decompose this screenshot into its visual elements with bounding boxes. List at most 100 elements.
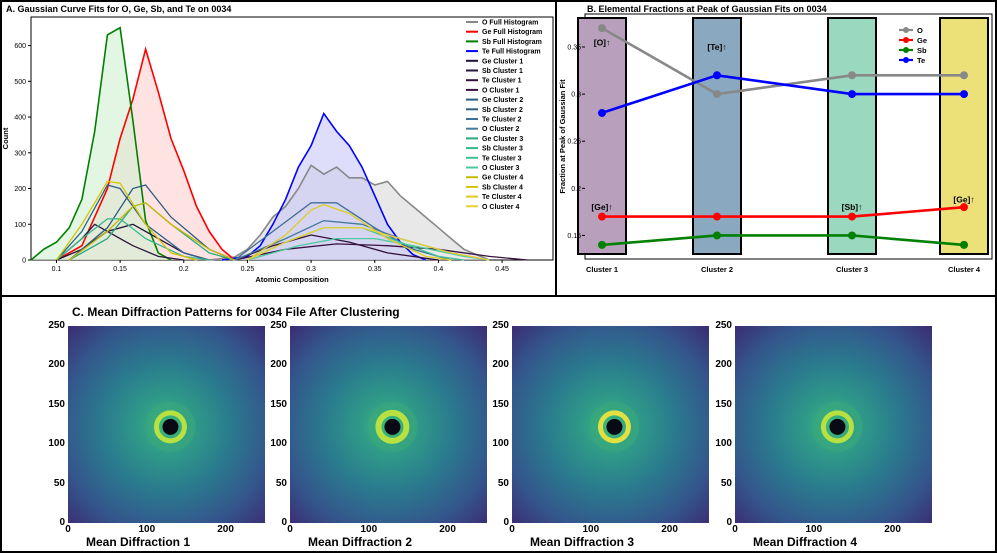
diffraction-y-tick: 50 bbox=[53, 477, 65, 489]
diffraction-x-tick: 0 bbox=[509, 524, 515, 535]
legend-marker-b bbox=[903, 37, 909, 43]
diffraction-image-2 bbox=[290, 326, 487, 523]
x-tick-label-b: Cluster 3 bbox=[836, 265, 868, 274]
legend-label-a: O Cluster 3 bbox=[482, 165, 519, 172]
x-tick-label-a: 0.35 bbox=[368, 266, 382, 273]
annotation-b: [Ge]↑ bbox=[953, 195, 974, 205]
point-Ge-4 bbox=[960, 203, 968, 212]
legend-label-a: Sb Cluster 2 bbox=[482, 107, 523, 114]
series-line-17 bbox=[55, 180, 197, 261]
diffraction-halo bbox=[589, 401, 640, 452]
point-Sb-2 bbox=[713, 231, 721, 240]
point-Te-4 bbox=[960, 90, 968, 99]
point-Te-3 bbox=[848, 90, 856, 99]
point-O-3 bbox=[848, 71, 856, 80]
diffraction-x-tick: 0 bbox=[732, 524, 738, 535]
diffraction-label-1: Mean Diffraction 1 bbox=[86, 535, 191, 549]
diffraction-y-tick: 200 bbox=[715, 359, 732, 371]
panel-c bbox=[0, 295, 997, 553]
x-tick-label-a: 0.2 bbox=[179, 266, 189, 273]
legend-label-a: Sb Cluster 1 bbox=[482, 68, 523, 75]
diffraction-y-tick: 250 bbox=[48, 320, 65, 331]
beam-stop bbox=[162, 418, 179, 435]
diffraction-y-tick: 0 bbox=[503, 517, 509, 528]
x-tick-label-a: 0.4 bbox=[434, 266, 444, 273]
diffraction-y-tick: 100 bbox=[715, 438, 732, 450]
area-fill-2 bbox=[31, 27, 171, 261]
y-tick-label-a: 600 bbox=[14, 43, 26, 50]
diffraction-ring bbox=[597, 410, 631, 444]
diffraction-x-tick: 100 bbox=[360, 524, 378, 535]
series-line-16 bbox=[68, 202, 235, 261]
series-line-9 bbox=[56, 184, 210, 261]
legend-marker-b bbox=[903, 57, 909, 63]
diffraction-x-tick: 200 bbox=[217, 524, 234, 535]
beam-stop bbox=[606, 418, 623, 435]
x-tick-label-a: 0.45 bbox=[495, 266, 509, 273]
legend-label-a: Sb Cluster 4 bbox=[482, 184, 523, 191]
series-line-Ge bbox=[602, 205, 965, 218]
annotation-b: [Sb]↑ bbox=[842, 202, 863, 212]
series-line-1 bbox=[56, 46, 236, 261]
diffraction-x-tick: 200 bbox=[439, 524, 456, 535]
legend-label-a: O Cluster 4 bbox=[482, 204, 519, 211]
x-tick-label-a: 0.3 bbox=[306, 266, 316, 273]
beam-stop bbox=[829, 418, 846, 435]
diffraction-x-tick: 200 bbox=[884, 524, 901, 535]
beam-stop bbox=[384, 418, 401, 435]
diffraction-y-tick: 200 bbox=[48, 359, 65, 371]
diffraction-halo bbox=[145, 401, 196, 452]
diffraction-y-tick: 50 bbox=[275, 477, 287, 489]
chart-b: B. Elemental Fractions at Peak of Gaussi… bbox=[558, 4, 993, 274]
panel-c-title: C. Mean Diffraction Patterns for 0034 Fi… bbox=[72, 305, 400, 319]
legend-label-b: O bbox=[917, 26, 923, 35]
diffraction-x-tick: 100 bbox=[805, 524, 823, 535]
diffraction-image-3 bbox=[512, 326, 709, 523]
legend-label-a: Ge Cluster 3 bbox=[482, 136, 523, 143]
legend-label-b: Te bbox=[917, 56, 925, 65]
x-tick-label-a: 0.1 bbox=[52, 266, 62, 273]
legend-marker-b bbox=[903, 27, 909, 33]
point-Sb-4 bbox=[960, 240, 968, 249]
diffraction-y-tick: 150 bbox=[48, 398, 65, 410]
diffraction-y-tick: 150 bbox=[715, 398, 732, 410]
chart-b-title: B. Elemental Fractions at Peak of Gaussi… bbox=[587, 4, 827, 14]
x-tick-label-b: Cluster 1 bbox=[586, 265, 618, 274]
point-O-1 bbox=[598, 24, 606, 33]
point-Ge-1 bbox=[598, 212, 606, 221]
legend-label-a: Ge Cluster 4 bbox=[482, 175, 523, 182]
legend-label-a: Te Cluster 2 bbox=[482, 117, 522, 124]
legend-label-b: Ge bbox=[917, 36, 927, 45]
legend-label-a: Te Full Histogram bbox=[482, 49, 541, 56]
series-line-3 bbox=[221, 111, 427, 261]
y-tick-label-b: 0.15 bbox=[567, 233, 581, 240]
point-Ge-2 bbox=[713, 212, 721, 221]
point-Ge-3 bbox=[848, 212, 856, 221]
y-tick-label-b: 0.35 bbox=[567, 44, 581, 51]
x-tick-label-a: 0.25 bbox=[241, 266, 255, 273]
legend-label-b: Sb bbox=[917, 46, 927, 55]
diffraction-y-tick: 150 bbox=[492, 398, 509, 410]
legend-label-a: Sb Full Histogram bbox=[482, 39, 542, 46]
series-line-10 bbox=[234, 202, 452, 261]
series-line-15 bbox=[247, 237, 490, 261]
series-line-Sb bbox=[601, 234, 965, 247]
y-tick-label-a: 200 bbox=[14, 186, 26, 193]
diffraction-y-tick: 200 bbox=[270, 359, 287, 371]
legend-label-a: Ge Cluster 2 bbox=[482, 97, 523, 104]
x-axis-label-a: Atomic Composition bbox=[255, 275, 329, 284]
legend-label-a: O Cluster 1 bbox=[482, 87, 519, 94]
diffraction-label-4: Mean Diffraction 4 bbox=[753, 535, 858, 549]
diffraction-y-tick: 250 bbox=[270, 320, 287, 331]
x-tick-label-b: Cluster 2 bbox=[701, 265, 733, 274]
series-line-18 bbox=[247, 203, 452, 261]
point-O-2 bbox=[713, 90, 721, 99]
diffraction-y-tick: 250 bbox=[715, 320, 732, 331]
diffraction-ring bbox=[375, 409, 410, 444]
y-axis-label-b: Fraction at Peak of Gaussian Fit bbox=[558, 79, 567, 194]
diffraction-y-tick: 100 bbox=[492, 438, 509, 450]
y-tick-label-a: 300 bbox=[14, 150, 26, 157]
diffraction-y-tick: 50 bbox=[497, 477, 509, 489]
x-tick-label-a: 0.15 bbox=[113, 266, 127, 273]
y-tick-label-b: 0.3 bbox=[571, 92, 581, 99]
